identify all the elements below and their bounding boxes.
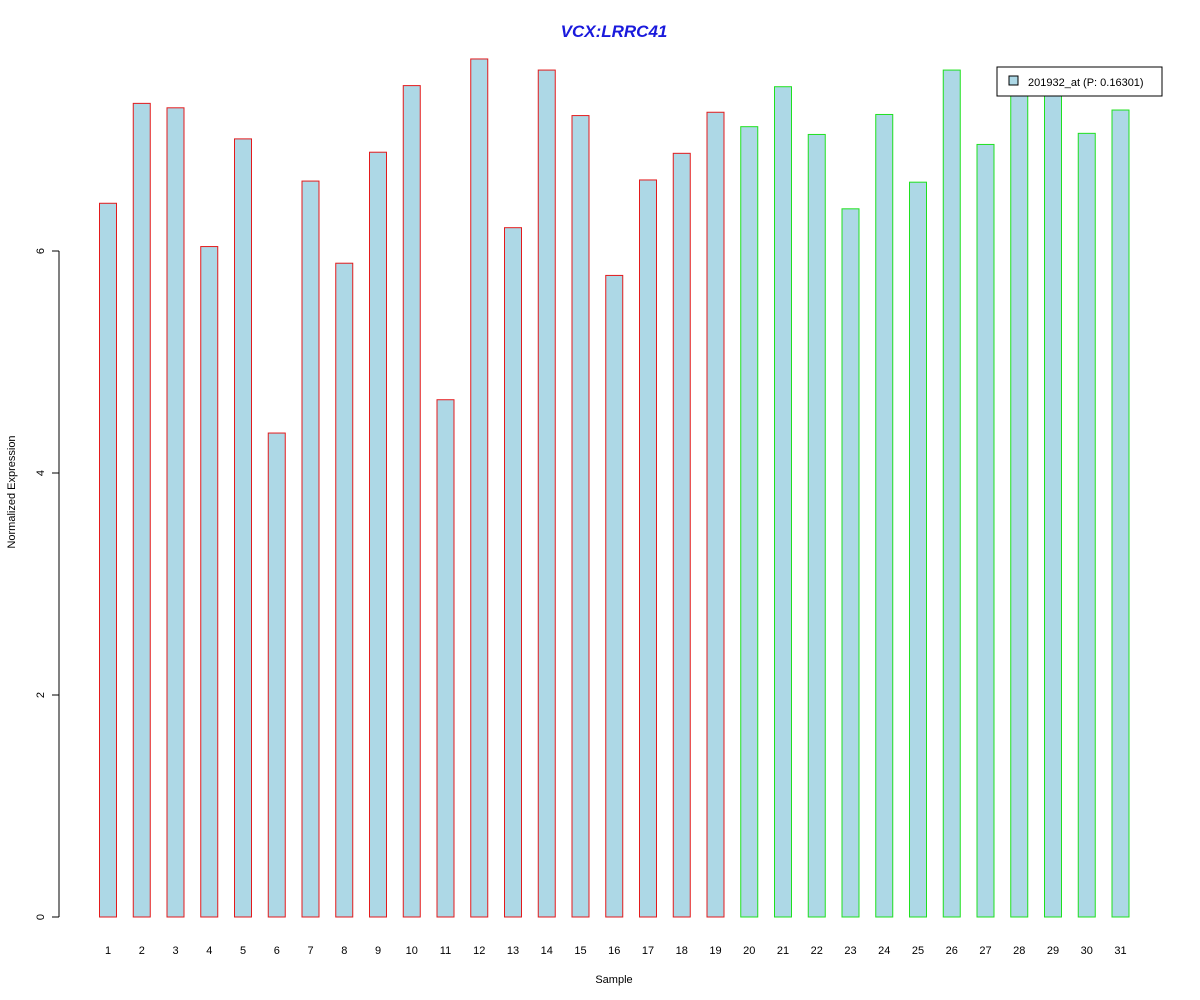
bar-sample-17 (639, 179, 657, 918)
x-tick-label: 23 (844, 945, 856, 957)
bar-sample-30 (1077, 132, 1096, 918)
x-tick-label: 1 (105, 945, 111, 957)
bar-sample-13 (504, 227, 522, 918)
x-tick-label: 18 (676, 945, 688, 957)
x-tick-label: 22 (811, 945, 823, 957)
bars (99, 58, 1130, 918)
x-tick-label: 17 (642, 945, 654, 957)
y-axis-label: Normalized Expression (6, 435, 18, 548)
bar-sample-22 (807, 133, 826, 918)
x-tick-label: 30 (1081, 945, 1093, 957)
bar-sample-6 (267, 432, 286, 918)
bar-sample-5 (234, 138, 252, 918)
bar-sample-27 (976, 143, 995, 918)
y-tick-label: 6 (35, 248, 47, 254)
bar-sample-18 (672, 152, 691, 918)
x-tick-label: 28 (1013, 945, 1025, 957)
bar-sample-29 (1044, 81, 1062, 918)
bar-sample-16 (605, 274, 624, 918)
x-tick-label: 8 (341, 945, 347, 957)
bar-sample-31 (1111, 109, 1130, 918)
x-tick-label: 3 (172, 945, 178, 957)
bar-sample-21 (774, 86, 792, 918)
x-tick-label: 29 (1047, 945, 1059, 957)
bar-sample-24 (875, 113, 894, 918)
x-tick-label: 31 (1114, 945, 1126, 957)
bar-sample-4 (200, 246, 219, 918)
x-tick-label: 9 (375, 945, 381, 957)
bar-sample-20 (740, 126, 759, 918)
x-tick-label: 10 (406, 945, 418, 957)
bar-sample-10 (402, 85, 421, 918)
x-tick-label: 24 (878, 945, 890, 957)
x-tick-label: 25 (912, 945, 924, 957)
bar-sample-28 (1010, 78, 1029, 918)
bar-sample-8 (335, 262, 354, 918)
x-tick-label: 16 (608, 945, 620, 957)
bar-sample-11 (436, 399, 455, 918)
bar-sample-2 (132, 102, 151, 918)
legend-label: 201932_at (P: 0.16301) (1028, 77, 1144, 89)
x-tick-label: 19 (709, 945, 721, 957)
y-tick-label: 2 (35, 692, 47, 698)
bar-sample-25 (909, 181, 927, 918)
bar-sample-26 (942, 69, 961, 918)
bar-sample-1 (99, 202, 117, 918)
x-tick-label: 20 (743, 945, 755, 957)
legend-swatch (1008, 75, 1019, 86)
bar-sample-3 (166, 107, 185, 918)
x-tick-labels: 1 2 3 4 5 6 7 8 9 10 11 12 13 14 15 16 17 18 19 20 21 22 23 24 2… (105, 945, 1127, 957)
x-tick-label: 4 (206, 945, 212, 957)
legend-box (996, 66, 1163, 97)
x-tick-label: 27 (979, 945, 991, 957)
x-tick-label: 21 (777, 945, 789, 957)
bar-sample-14 (537, 69, 556, 918)
x-tick-label: 7 (307, 945, 313, 957)
x-axis-label: Sample (595, 974, 632, 986)
x-tick-label: 6 (274, 945, 280, 957)
bar-sample-9 (369, 151, 387, 918)
x-tick-label: 12 (473, 945, 485, 957)
legend: 201932_at (P: 0.16301) (996, 66, 1163, 97)
bar-sample-15 (571, 115, 590, 918)
x-tick-label: 2 (139, 945, 145, 957)
x-tick-label: 13 (507, 945, 519, 957)
x-tick-label: 11 (440, 945, 451, 957)
chart-title: VCX:LRRC41 (561, 22, 668, 41)
y-tick-label: 4 (35, 470, 47, 476)
x-tick-label: 5 (240, 945, 246, 957)
x-tick-label: 26 (946, 945, 958, 957)
bar-sample-23 (841, 208, 860, 918)
x-tick-label: 14 (541, 945, 553, 957)
x-tick-label: 15 (574, 945, 586, 957)
y-tick-label: 0 (35, 914, 47, 920)
bar-sample-12 (470, 58, 489, 918)
bar-sample-19 (706, 111, 725, 918)
y-axis: 0 2 4 6 (35, 248, 60, 920)
bar-sample-7 (301, 180, 320, 918)
